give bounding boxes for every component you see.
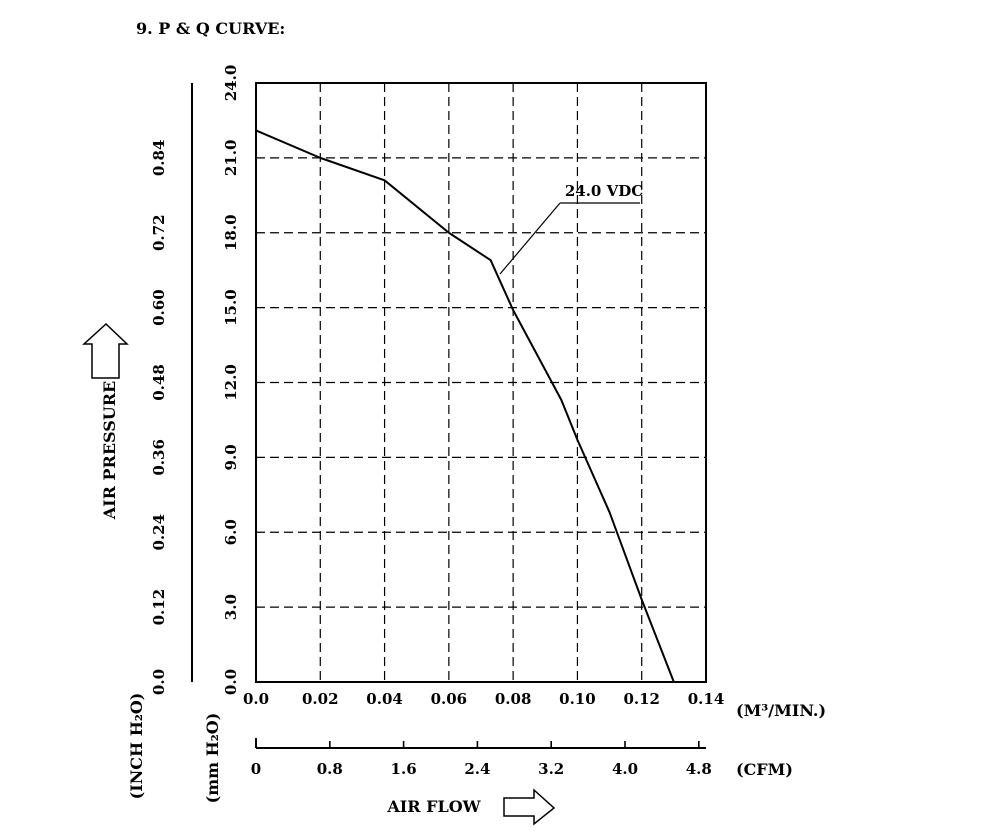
y-inch-tick-label: 0.12 bbox=[150, 589, 168, 626]
right-arrow-icon bbox=[503, 788, 556, 826]
x-axis-title: AIR FLOW bbox=[386, 797, 481, 816]
cfm-tick-label: 0 bbox=[251, 760, 261, 778]
y-inch-tick-label: 0.0 bbox=[150, 669, 168, 695]
cfm-tick-label: 0.8 bbox=[317, 760, 343, 778]
cfm-tick-label: 2.4 bbox=[464, 760, 490, 778]
cfm-tick-label: 3.2 bbox=[538, 760, 564, 778]
x-tick-label: 0.14 bbox=[688, 690, 725, 708]
y-inch-tick-label: 0.36 bbox=[150, 439, 168, 476]
chart-heading: 9. P & Q CURVE: bbox=[136, 19, 285, 38]
x-tick-label: 0.12 bbox=[623, 690, 660, 708]
y-inch-tick-label: 0.84 bbox=[150, 140, 168, 177]
up-arrow-icon bbox=[82, 322, 129, 379]
series-line bbox=[255, 129, 675, 683]
grid bbox=[256, 83, 706, 682]
cfm-tick-label: 4.8 bbox=[686, 760, 712, 778]
cfm-unit: (CFM) bbox=[736, 760, 793, 779]
series-layer: 24.0 VDC bbox=[255, 129, 675, 683]
y-mm-tick-label: 15.0 bbox=[222, 289, 240, 326]
y-mm-unit: (mm H₂O) bbox=[203, 713, 222, 804]
y-inch-tick-label: 0.48 bbox=[150, 364, 168, 401]
cfm-tick-label: 1.6 bbox=[391, 760, 417, 778]
cfm-tick-label: 4.0 bbox=[612, 760, 638, 778]
y-inch-tick-label: 0.72 bbox=[150, 214, 168, 251]
y-mm-tick-label: 3.0 bbox=[222, 594, 240, 620]
x-tick-label: 0.08 bbox=[495, 690, 532, 708]
y-mm-tick-label: 6.0 bbox=[222, 519, 240, 545]
x-tick-label: 0.10 bbox=[559, 690, 596, 708]
y-inch-tick-label: 0.24 bbox=[150, 514, 168, 551]
y-mm-tick-label: 0.0 bbox=[222, 669, 240, 695]
y-mm-tick-label: 12.0 bbox=[222, 364, 240, 401]
series-leader-line bbox=[499, 202, 561, 275]
x-tick-label: 0.04 bbox=[366, 690, 403, 708]
plot-frame bbox=[191, 82, 707, 683]
series-label: 24.0 VDC bbox=[565, 182, 643, 200]
x-axis-unit: (M³/MIN.) bbox=[736, 701, 826, 720]
axis-decorations bbox=[82, 322, 706, 826]
y-mm-tick-label: 18.0 bbox=[222, 214, 240, 251]
y-mm-tick-label: 24.0 bbox=[222, 65, 240, 102]
y-inch-tick-label: 0.60 bbox=[150, 289, 168, 326]
plot-border bbox=[255, 82, 707, 683]
y-axis-title: AIR PRESSURE bbox=[100, 381, 119, 521]
x-tick-label: 0.06 bbox=[431, 690, 468, 708]
y-inch-unit: (INCH H₂O) bbox=[127, 693, 146, 800]
y-mm-tick-label: 9.0 bbox=[222, 444, 240, 470]
x-tick-label: 0.02 bbox=[302, 690, 339, 708]
x-tick-label: 0.0 bbox=[243, 690, 269, 708]
y-mm-tick-label: 21.0 bbox=[222, 140, 240, 177]
tick-labels: 0.0 0.02 0.04 0.06 0.08 0.10 0.12 0.14 (M³/MIN.)… bbox=[100, 65, 826, 816]
